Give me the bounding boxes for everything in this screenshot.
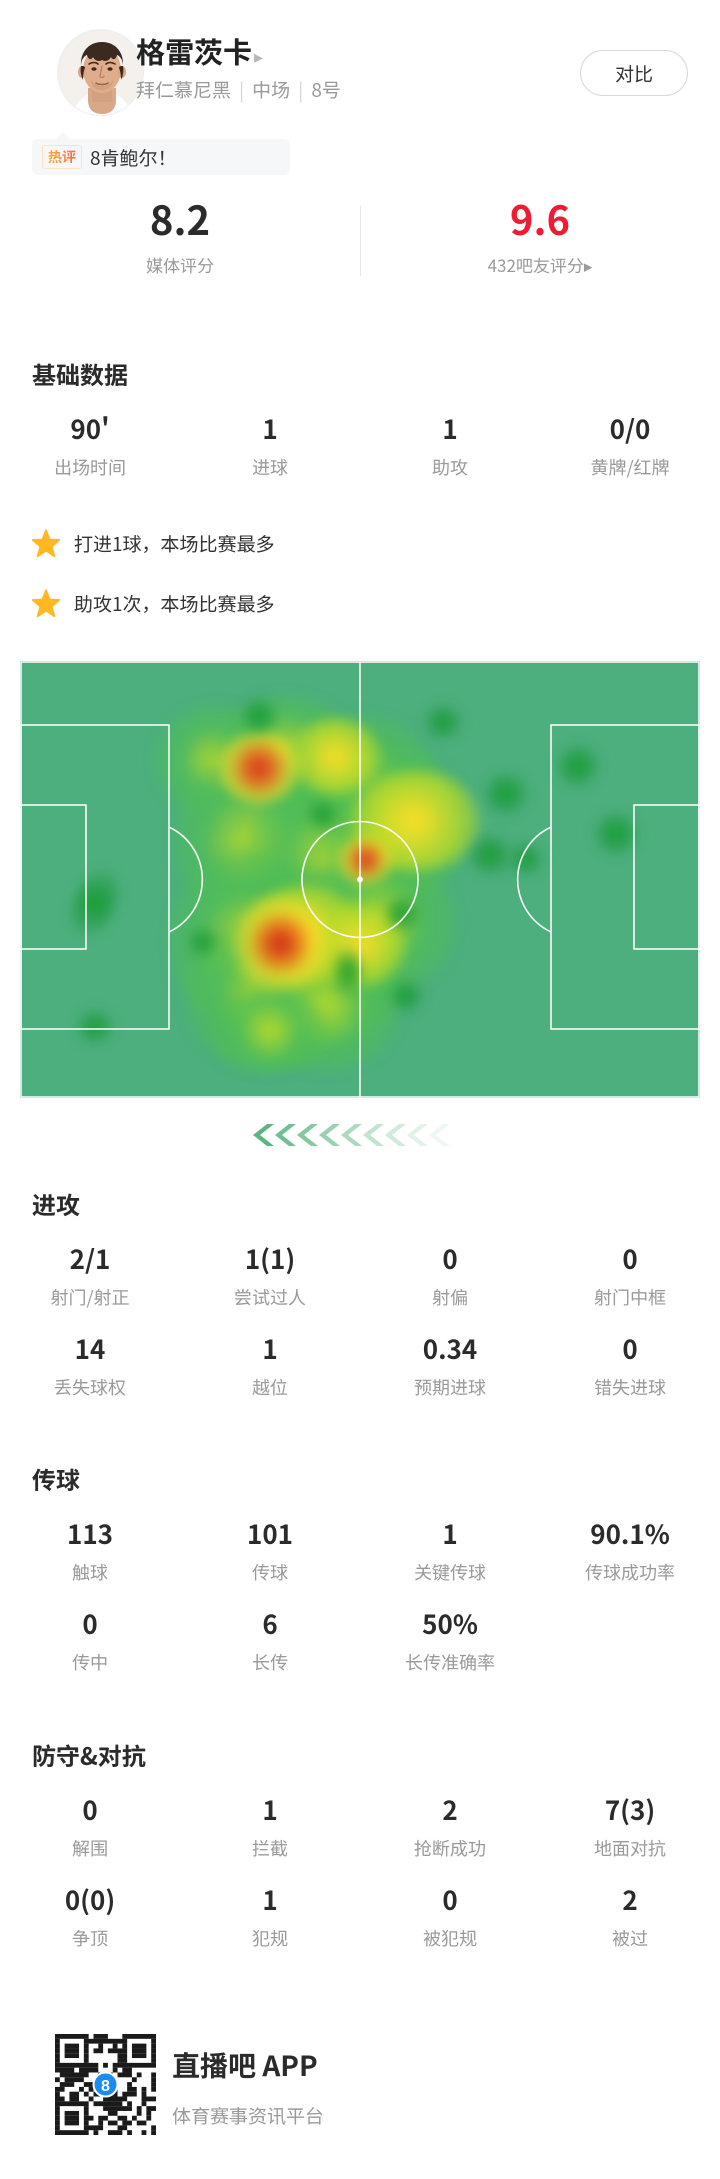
svg-text:8: 8 <box>101 2078 110 2095</box>
